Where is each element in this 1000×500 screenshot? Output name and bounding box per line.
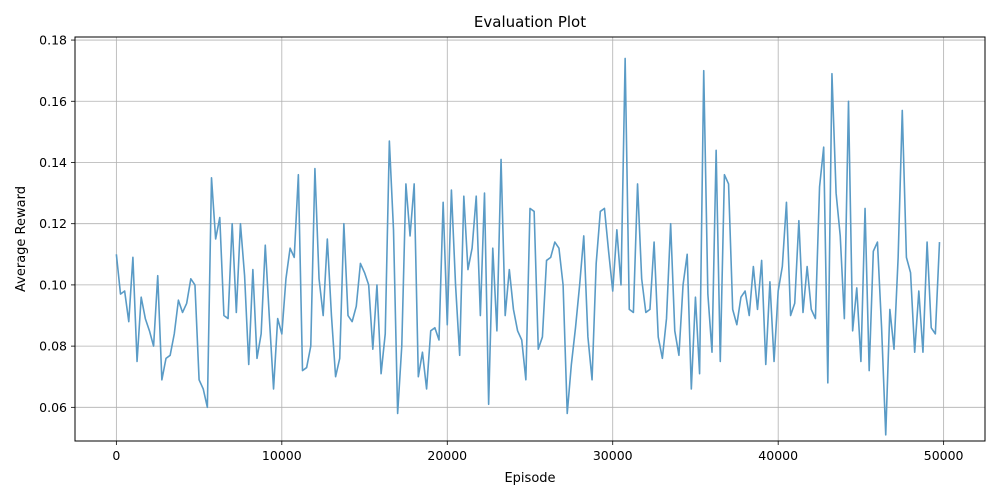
x-tick-label: 30000 [593,448,633,463]
y-tick-label: 0.14 [39,155,67,170]
y-axis-title: Average Reward [14,186,29,292]
grid-lines [75,37,985,441]
plot-frame [74,36,986,442]
y-tick-label: 0.18 [39,33,67,48]
chart-title: Evaluation Plot [474,13,586,31]
y-tick-label: 0.12 [39,216,67,231]
x-tick-label: 0 [112,448,120,463]
y-tick-label: 0.08 [39,339,67,354]
axis-ticks: 0 10000 20000 30000 40000 50000 0.06 0.08 0.10 0.… [39,33,963,463]
y-tick-label: 0.10 [39,277,67,292]
x-tick-label: 10000 [262,448,302,463]
y-tick-label: 0.16 [39,94,67,109]
y-tick-label: 0.06 [39,400,67,415]
x-tick-label: 50000 [924,448,964,463]
x-tick-label: 40000 [758,448,798,463]
series-line-0 [115,57,941,436]
plot-area [115,57,941,436]
x-tick-label: 20000 [427,448,467,463]
x-axis-title: Episode [504,471,555,486]
